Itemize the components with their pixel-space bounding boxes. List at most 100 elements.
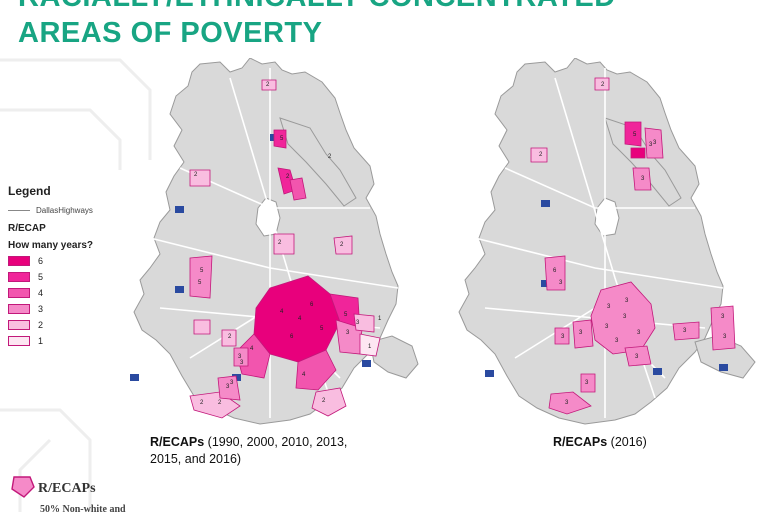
- caption-left-bold: R/ECAPs: [150, 435, 205, 449]
- legend-highways-entry: DallasHighways: [8, 206, 138, 215]
- tract-year-count-label: 3: [561, 334, 565, 340]
- legend-class-label: 2: [38, 320, 44, 330]
- recap-tract: [311, 387, 347, 417]
- caption-left-rest: (1990, 2000, 2010, 2013,: [204, 435, 348, 449]
- tract-year-count-label: 2: [601, 82, 605, 88]
- tract-year-count-label: 4: [250, 346, 254, 352]
- tract-year-count-label: 2: [218, 400, 222, 406]
- tract-year-count-label: 5: [198, 280, 202, 286]
- tract-year-count-label: 1: [368, 344, 372, 350]
- page-title-line-1: RACIALLY/ETHNICALLY CONCENTRATED: [18, 0, 616, 14]
- recap-tract: [189, 255, 213, 299]
- tract-year-count-label: 3: [721, 314, 725, 320]
- city-boundary-right: [458, 58, 724, 425]
- caption-left: R/ECAPs (1990, 2000, 2010, 2013, 2015, a…: [150, 434, 410, 468]
- tract-year-count-label: 3: [238, 354, 242, 360]
- legend-swatch: [8, 320, 30, 330]
- tract-year-count-label: 3: [230, 380, 234, 386]
- tract-year-count-label: 2: [228, 334, 232, 340]
- bottom-legend-recaps-label: R/ECAPs: [38, 481, 96, 496]
- city-annex-southeast-left: [369, 335, 419, 379]
- tract-year-count-label: 6: [290, 334, 294, 340]
- legend-question: How many years?: [8, 240, 94, 251]
- tract-year-count-label: 3: [641, 176, 645, 182]
- recap-tract: [548, 391, 592, 415]
- tract-year-count-label: 2: [266, 82, 270, 88]
- recap-tract: [672, 321, 700, 341]
- tract-year-count-label: 1: [378, 316, 382, 322]
- recap-tract: [580, 373, 596, 393]
- recap-tract: [189, 169, 211, 187]
- highways-right: [474, 68, 724, 418]
- recap-tract: [630, 147, 646, 159]
- tract-year-count-label: 2: [340, 242, 344, 248]
- recap-tract: [221, 329, 237, 347]
- legend-swatch: [8, 336, 30, 346]
- legend-class-4: 4: [8, 287, 138, 299]
- tract-year-count-label: 4: [280, 309, 284, 315]
- legend-swatch: [8, 288, 30, 298]
- legend-swatch: [8, 304, 30, 314]
- recap-tract: [624, 345, 652, 367]
- tract-year-count-label: 5: [200, 268, 204, 274]
- tract-year-count-label: 3: [615, 338, 619, 344]
- recap-tract: [644, 127, 664, 159]
- recap-tract: [530, 147, 548, 163]
- tract-year-count-label: 5: [344, 312, 348, 318]
- legend-class-label: 1: [38, 336, 44, 346]
- legend-highways-label: DallasHighways: [36, 206, 93, 215]
- caption-left-line2: 2015, and 2016): [150, 452, 242, 466]
- legend-class-1: 1: [8, 335, 138, 347]
- map-legend: Legend DallasHighways R/ECAP How many ye…: [8, 184, 138, 347]
- legend-class-3: 3: [8, 303, 138, 315]
- tract-year-count-label: 2: [539, 152, 543, 158]
- recap-tract: [594, 77, 610, 91]
- tract-year-count-label: 4: [298, 316, 302, 322]
- recap-tract: [624, 121, 642, 147]
- recap-tract: [333, 235, 353, 255]
- legend-class-label: 6: [38, 256, 44, 266]
- highway-line-symbol: [8, 210, 30, 211]
- legend-class-5: 5: [8, 271, 138, 283]
- caption-right-bold: R/ECAPs: [553, 435, 608, 449]
- tract-year-count-label: 6: [553, 268, 557, 274]
- tract-year-count-label: 3: [579, 330, 583, 336]
- legend-swatch: [8, 256, 30, 266]
- legend-class-6: 6: [8, 255, 138, 267]
- tract-year-count-label: 3: [240, 360, 244, 366]
- tract-year-count-label: 6: [310, 302, 314, 308]
- city-annex-northeast-left: [279, 117, 357, 207]
- tract-year-count-label: 5: [280, 136, 284, 142]
- tract-year-count-label: 2: [328, 154, 332, 160]
- tract-year-count-label: 3: [723, 334, 727, 340]
- legend-classes: 6 5 4 3 2 1: [8, 255, 138, 347]
- recap-tract: [295, 349, 337, 391]
- legend-class-2: 2: [8, 319, 138, 331]
- tract-year-count-label: 3: [635, 354, 639, 360]
- tract-year-count-label: 3: [356, 320, 360, 326]
- legend-class-label: 5: [38, 272, 44, 282]
- recap-tract: [353, 313, 375, 333]
- recap-tract: [544, 255, 566, 291]
- recap-tract: [554, 327, 570, 345]
- city-annex-northeast-right: [604, 117, 682, 207]
- legend-class-label: 4: [38, 288, 44, 298]
- recap-tract: [710, 305, 736, 351]
- legend-title: Legend: [8, 184, 51, 198]
- recap-tract: [233, 347, 249, 367]
- recap-tracts-right: [530, 77, 736, 415]
- recap-tracts-left: [189, 79, 381, 419]
- tract-year-count-label: 3: [683, 328, 687, 334]
- tract-year-count-label: 3: [625, 298, 629, 304]
- recap-tract: [217, 375, 241, 401]
- tract-year-count-label: 3: [565, 400, 569, 406]
- tract-year-count-label: 4: [302, 372, 306, 378]
- recap-tract: [193, 319, 211, 335]
- page-title-line-2: AREAS OF POVERTY: [18, 17, 323, 49]
- tract-year-count-label: 3: [226, 384, 230, 390]
